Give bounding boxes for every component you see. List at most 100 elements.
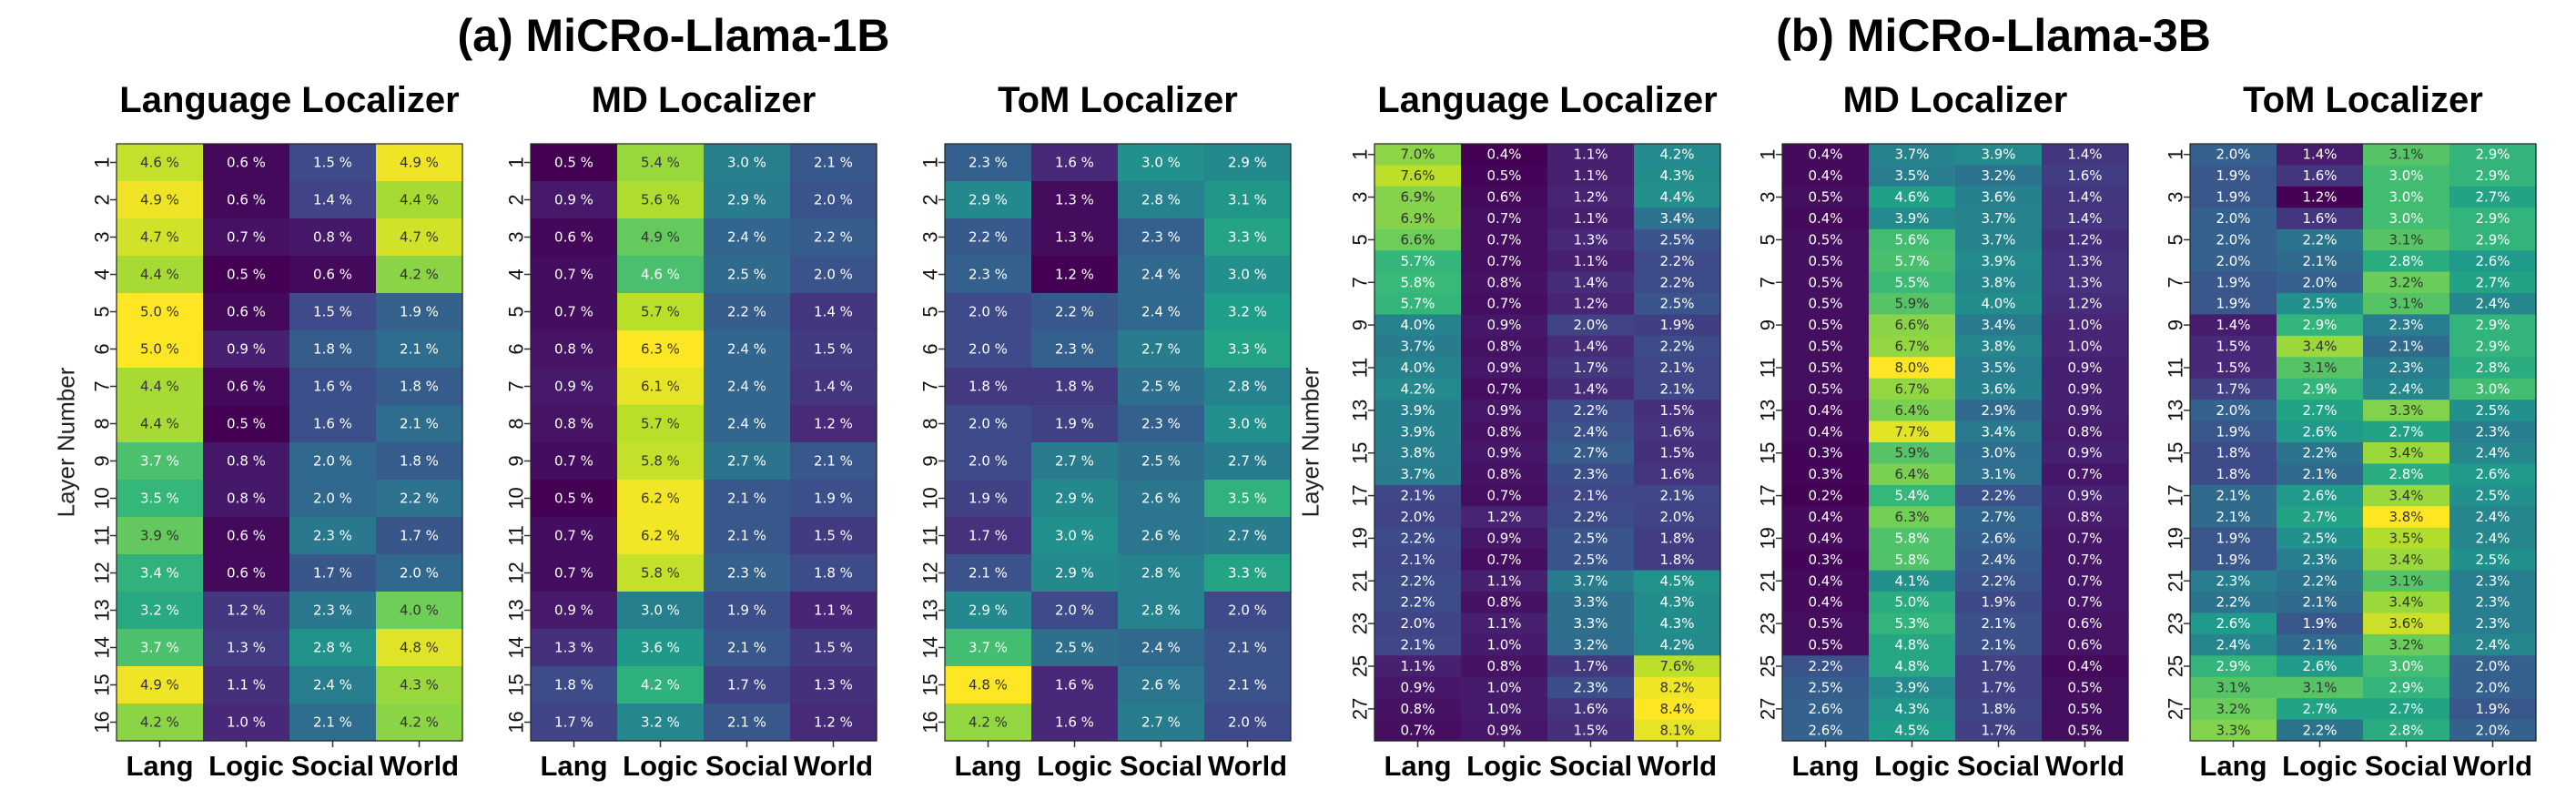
heatmap-cell — [1031, 517, 1119, 555]
cell-value-label: 3.0 % — [1228, 267, 1267, 283]
heatmap-cell — [617, 480, 705, 518]
cell-value-label: 0.8% — [2067, 509, 2102, 525]
heatmap-cell — [704, 144, 791, 182]
heatmap-cell — [2277, 186, 2364, 208]
heatmap-cell — [1634, 549, 1721, 572]
heatmap-cell — [1634, 144, 1721, 167]
cell-value-label: 0.8 % — [554, 416, 593, 432]
cell-value-label: 1.6 % — [1055, 155, 1094, 171]
cell-value-label: 2.8 % — [1141, 565, 1181, 582]
cell-value-label: 2.9% — [2475, 339, 2510, 355]
cell-value-label: 2.5% — [1808, 679, 1842, 695]
heatmap-cell — [2449, 549, 2537, 572]
cell-value-label: 3.2% — [2216, 701, 2250, 717]
y-tick-label: 23 — [2165, 613, 2187, 634]
heatmap-cell — [1118, 592, 1205, 630]
cell-value-label: 2.4% — [1981, 552, 2015, 568]
cell-value-label: 1.7% — [2216, 380, 2250, 397]
heatmap-cell — [2190, 208, 2277, 230]
y-tick-label: 15 — [91, 673, 114, 695]
cell-value-label: 0.7% — [1486, 488, 1521, 504]
y-tick-label: 23 — [1757, 613, 1780, 634]
cell-value-label: 2.3 % — [313, 528, 352, 544]
heatmap-cell — [2449, 208, 2537, 230]
cell-value-label: 2.9% — [2302, 317, 2337, 333]
x-tick-label: Social — [1549, 750, 1632, 782]
cell-value-label: 4.8% — [1894, 637, 1929, 653]
heatmap-cell — [203, 629, 290, 667]
cell-value-label: 3.9% — [1981, 253, 2015, 269]
heatmap-cell — [289, 666, 377, 704]
heatmap-cell — [203, 256, 290, 294]
heatmap-cell — [1461, 592, 1548, 614]
y-tick-label: 21 — [2165, 570, 2187, 592]
heatmap-cell — [1869, 719, 1956, 742]
heatmap-cell — [1031, 256, 1119, 294]
cell-value-label: 0.6 % — [554, 229, 593, 246]
heatmap-cell — [1547, 271, 1635, 294]
cell-value-label: 1.6% — [1659, 423, 1694, 440]
heatmap-cell — [1031, 368, 1119, 406]
heatmap-cell — [1204, 554, 1292, 592]
cell-value-label: 0.4% — [2067, 658, 2102, 674]
cell-value-label: 1.0% — [1486, 701, 1521, 717]
heatmap-cell — [1374, 633, 1462, 656]
cell-value-label: 4.8 % — [400, 640, 439, 656]
cell-value-label: 1.9% — [1659, 317, 1694, 333]
cell-value-label: 0.3% — [1808, 445, 1842, 461]
cell-value-label: 1.3 % — [227, 640, 266, 656]
cell-value-label: 1.0% — [2067, 339, 2102, 355]
heatmap-cell — [2449, 165, 2537, 187]
cell-value-label: 1.0 % — [227, 714, 266, 731]
heatmap-cell — [1031, 330, 1119, 369]
heatmap-cell — [531, 629, 618, 667]
y-tick-label: 25 — [1349, 655, 1372, 677]
cell-value-label: 6.2 % — [641, 491, 680, 507]
cell-value-label: 2.6% — [1808, 701, 1842, 717]
y-tick-label: 9 — [505, 455, 528, 466]
heatmap-cell — [2449, 400, 2537, 422]
cell-value-label: 2.3 % — [969, 155, 1008, 171]
cell-value-label: 3.8% — [1981, 339, 2015, 355]
heatmap-cell — [704, 704, 791, 742]
heatmap-cell — [2449, 144, 2537, 167]
heatmap: 7.0% 0.4% 1.1% 4.2% 7.6% 0.5% 1.1% 4.3% 6.9% 0.6%… — [1349, 143, 1721, 782]
heatmap-cell — [1955, 400, 2043, 422]
cell-value-label: 2.3 % — [969, 267, 1008, 283]
cell-value-label: 1.2% — [2302, 189, 2337, 206]
heatmap: 4.6 % 0.6 % 1.5 % 4.9 % 4.9 % 0.6 % 1.4 % 4.4 %… — [91, 143, 463, 782]
heatmap-cell — [945, 218, 1032, 257]
heatmap-cell — [376, 330, 463, 369]
cell-value-label: 2.1 % — [1228, 677, 1267, 694]
y-tick-label: 15 — [2165, 441, 2187, 463]
heatmap-cell — [1955, 698, 2043, 721]
cell-value-label: 0.8% — [1486, 658, 1521, 674]
heatmap-cell — [2042, 335, 2129, 358]
heatmap-cell — [117, 368, 204, 406]
cell-value-label: 4.4 % — [140, 379, 179, 395]
heatmap-cell — [1782, 250, 1870, 273]
heatmap-cell — [1374, 378, 1462, 400]
cell-value-label: 0.9% — [2067, 359, 2102, 376]
y-tick-label: 5 — [919, 306, 942, 317]
heatmap-cell — [2449, 228, 2537, 251]
heatmap-cell — [2042, 676, 2129, 699]
heatmap-cell — [2449, 633, 2537, 656]
y-tick-label: 15 — [1757, 441, 1780, 463]
cell-value-label: 5.6 % — [641, 192, 680, 208]
cell-value-label: 1.1 % — [814, 602, 853, 619]
cell-value-label: 2.7% — [1573, 445, 1607, 461]
heatmap-cell — [203, 218, 290, 257]
heatmap-cell — [376, 517, 463, 555]
heatmap-cell — [2363, 698, 2450, 721]
heatmap-cell — [1869, 506, 1956, 529]
heatmap-frame — [1374, 143, 1721, 742]
heatmap-cell — [376, 480, 463, 518]
cell-value-label: 2.9 % — [969, 192, 1008, 208]
heatmap-cell — [1782, 570, 1870, 592]
cell-value-label: 3.0% — [2475, 380, 2510, 397]
heatmap-cell — [2190, 484, 2277, 507]
cell-value-label: 0.7% — [2067, 572, 2102, 589]
cell-value-label: 4.3% — [1894, 701, 1929, 717]
heatmap-cell — [1374, 655, 1462, 678]
